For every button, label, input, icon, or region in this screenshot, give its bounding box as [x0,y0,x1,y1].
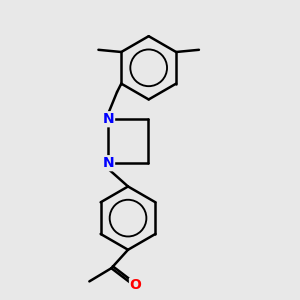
Text: N: N [102,156,114,170]
Text: O: O [130,278,141,292]
Text: N: N [102,112,114,126]
